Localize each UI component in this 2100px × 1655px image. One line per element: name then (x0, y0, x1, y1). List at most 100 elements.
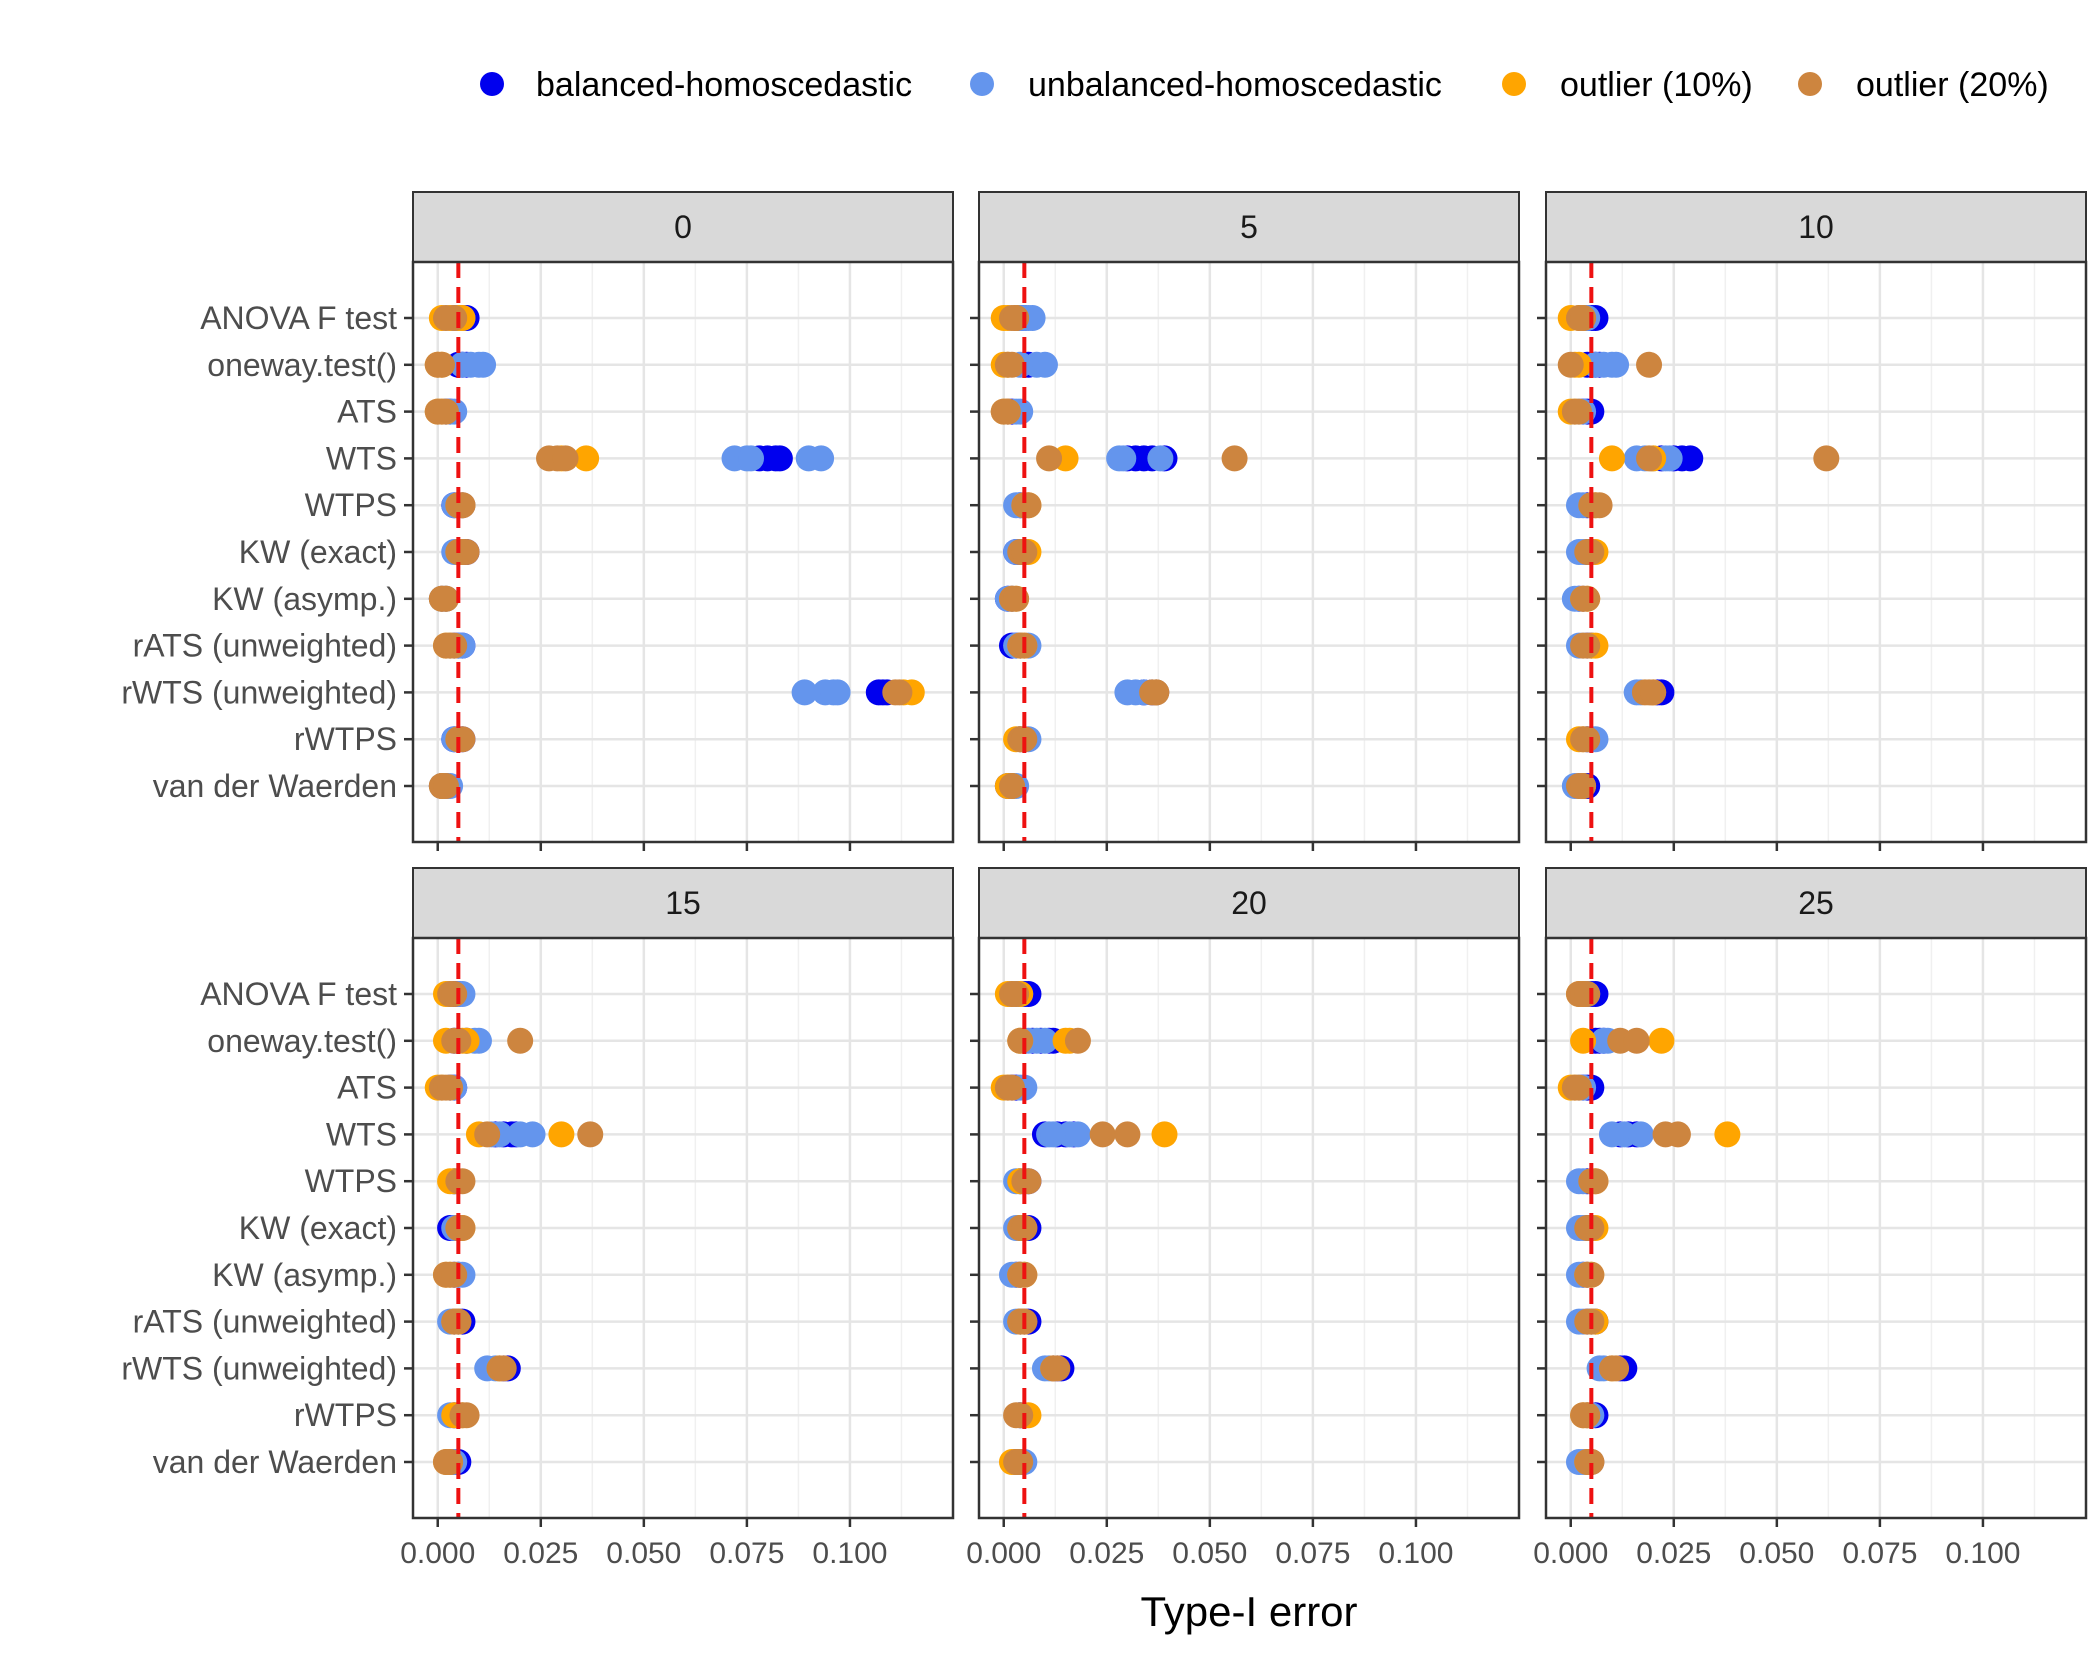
panel-15-point-outlier-20 (490, 1355, 517, 1382)
legend-key-outlier-10 (1502, 72, 1526, 96)
ytick-label-rwtps: rWTPS (294, 721, 397, 757)
panel-25-xtick-label: 0.075 (1842, 1537, 1917, 1570)
panel-15-xtick-label: 0.000 (400, 1537, 475, 1570)
panel-25-point-outlier-20 (1623, 1027, 1650, 1054)
ytick-label-wtps: WTPS (305, 1163, 397, 1199)
panel-5-point-outlier-20 (998, 351, 1025, 378)
panel-20-xtick-label: 0.050 (1172, 1537, 1247, 1570)
panel-0-point-outlier-20 (432, 585, 459, 612)
panel-15-point-outlier-20 (577, 1121, 604, 1148)
panel-25-point-outlier-20 (1664, 1121, 1691, 1148)
legend-key-balanced-homoscedastic (480, 72, 504, 96)
panel-25-xtick-label: 0.100 (1945, 1537, 2020, 1570)
panel-10-point-outlier-20 (1636, 445, 1663, 472)
legend-label-outlier-20: outlier (20%) (1856, 66, 2049, 104)
ytick-label-oneway-test: oneway.test() (207, 347, 397, 383)
panel-25-point-outlier-10 (1714, 1121, 1741, 1148)
x-axis-title: Type-I error (1140, 1588, 1357, 1635)
panel-5-point-unbalanced-homoscedastic (1110, 445, 1137, 472)
panel-5-point-outlier-20 (1221, 445, 1248, 472)
panel-10-point-outlier-20 (1640, 679, 1667, 706)
panel-0-point-unbalanced-homoscedastic (824, 679, 851, 706)
ytick-label-ats: ATS (337, 1070, 397, 1106)
panel-25-xtick-label: 0.050 (1739, 1537, 1814, 1570)
panel-15-point-outlier-20 (449, 1168, 476, 1195)
panel-0-point-outlier-20 (432, 773, 459, 799)
panel-0-point-outlier-20 (441, 632, 468, 659)
panel-0-point-outlier-20 (449, 726, 476, 753)
panel-5-point-outlier-20 (1036, 445, 1063, 472)
panel-25-point-outlier-20 (1603, 1355, 1630, 1382)
panel-15-xtick-label: 0.100 (812, 1537, 887, 1570)
ytick-label-rats-unweighted: rATS (unweighted) (133, 628, 397, 664)
panel-0-strip-label: 0 (674, 209, 692, 245)
panel-5-point-unbalanced-homoscedastic (1031, 351, 1058, 378)
panel-5-point-outlier-20 (998, 773, 1025, 799)
panel-15-point-unbalanced-homoscedastic (519, 1121, 546, 1148)
panel-0-point-outlier-20 (441, 305, 468, 331)
panel-0-strip (412, 191, 954, 263)
panel-0-point-unbalanced-homoscedastic (738, 445, 765, 472)
panel-20-xtick-label: 0.100 (1378, 1537, 1453, 1570)
ytick-label-oneway-test: oneway.test() (207, 1023, 397, 1059)
ytick-label-rwtps: rWTPS (294, 1397, 397, 1433)
panel-25-point-unbalanced-homoscedastic (1627, 1121, 1654, 1148)
ytick-label-anova-f-test: ANOVA F test (200, 976, 397, 1012)
panel-10-strip-label: 10 (1798, 209, 1834, 245)
panel-10-point-outlier-10 (1598, 445, 1625, 472)
panel-0-point-outlier-20 (552, 445, 579, 472)
panel-0-point-outlier-20 (432, 398, 459, 425)
panel-15-point-outlier-20 (507, 1027, 534, 1054)
panel-20-point-outlier-20 (998, 1074, 1025, 1101)
panel-10-point-outlier-20 (1813, 445, 1840, 472)
panel-15-point-outlier-20 (449, 1215, 476, 1241)
panel-15-point-outlier-20 (441, 1261, 468, 1288)
panel-10-point-outlier-20 (1565, 398, 1592, 425)
panel-20-point-outlier-20 (1089, 1121, 1116, 1148)
legend-label-balanced-homoscedastic: balanced-homoscedastic (536, 66, 912, 104)
ytick-label-wts: WTS (326, 1116, 397, 1152)
panel-25-point-outlier-10 (1648, 1027, 1675, 1054)
legend-key-unbalanced-homoscedastic (970, 72, 994, 96)
panel-20-strip-label: 20 (1231, 885, 1267, 921)
panel-20-point-outlier-20 (1007, 1027, 1034, 1054)
ytick-label-van-der-waerden: van der Waerden (153, 1444, 397, 1480)
panel-25-strip-label: 25 (1798, 885, 1834, 921)
panel-0-point-outlier-10 (573, 445, 600, 472)
panel-0-point-outlier-20 (886, 679, 913, 706)
panel-0-point-unbalanced-homoscedastic (808, 445, 835, 472)
panel-0-point-unbalanced-homoscedastic (791, 679, 818, 706)
panel-10-point-unbalanced-homoscedastic (1603, 351, 1630, 378)
ytick-label-anova-f-test: ANOVA F test (200, 300, 397, 336)
panel-20-strip (978, 867, 1520, 939)
ytick-label-rwts-unweighted: rWTS (unweighted) (121, 674, 397, 710)
ytick-label-rwts-unweighted: rWTS (unweighted) (121, 1350, 397, 1386)
panel-0-point-unbalanced-homoscedastic (470, 351, 497, 378)
panel-0-point-outlier-20 (428, 351, 455, 378)
panel-20-point-outlier-20 (1114, 1121, 1141, 1148)
legend-key-outlier-20 (1798, 72, 1822, 96)
panel-5-point-outlier-20 (994, 398, 1021, 425)
panel-5-strip-label: 5 (1240, 209, 1258, 245)
ytick-label-van-der-waerden: van der Waerden (153, 768, 397, 804)
panel-25-xtick-label: 0.025 (1636, 1537, 1711, 1570)
panel-20-point-outlier-20 (1044, 1355, 1071, 1382)
panel-15-xtick-label: 0.050 (606, 1537, 681, 1570)
panel-0-point-balanced-homoscedastic (766, 445, 793, 472)
panel-15-strip-label: 15 (665, 885, 701, 921)
panel-20-xtick-label: 0.075 (1275, 1537, 1350, 1570)
panel-0-point-outlier-20 (449, 492, 476, 519)
panel-15-point-outlier-20 (474, 1121, 501, 1148)
panel-20-point-unbalanced-homoscedastic (1064, 1121, 1091, 1148)
panel-10-point-outlier-20 (1557, 351, 1584, 378)
ytick-label-kw-exact: KW (exact) (239, 1210, 397, 1246)
panel-10-point-outlier-20 (1574, 585, 1601, 612)
panel-25-point-outlier-20 (1574, 981, 1601, 1007)
panel-15-xtick-label: 0.025 (503, 1537, 578, 1570)
panel-25-strip (1545, 867, 2087, 939)
ytick-label-kw-asymp: KW (asymp.) (212, 581, 397, 617)
legend-label-outlier-10: outlier (10%) (1560, 66, 1753, 104)
panel-15-point-outlier-10 (548, 1121, 575, 1148)
panel-5-point-outlier-20 (1143, 679, 1170, 706)
